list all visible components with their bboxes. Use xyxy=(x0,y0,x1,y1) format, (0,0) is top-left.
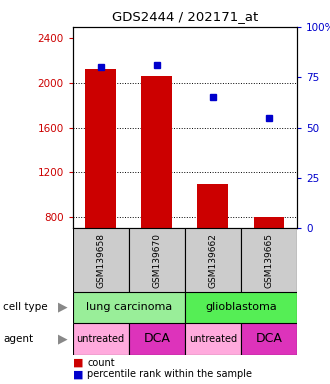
Bar xyxy=(141,76,172,228)
Bar xyxy=(241,323,297,355)
Bar xyxy=(253,217,284,228)
Text: GDS2444 / 202171_at: GDS2444 / 202171_at xyxy=(112,10,258,23)
Text: percentile rank within the sample: percentile rank within the sample xyxy=(87,369,252,379)
Text: GSM139665: GSM139665 xyxy=(264,233,274,288)
Bar xyxy=(73,228,129,292)
Bar xyxy=(241,228,297,292)
Text: count: count xyxy=(87,358,115,368)
Text: ■: ■ xyxy=(73,369,83,379)
Bar xyxy=(185,323,241,355)
Text: DCA: DCA xyxy=(143,333,170,345)
Bar xyxy=(129,228,185,292)
Bar xyxy=(197,184,228,228)
Bar xyxy=(73,292,185,323)
Text: GSM139658: GSM139658 xyxy=(96,233,105,288)
Text: GSM139670: GSM139670 xyxy=(152,233,161,288)
Text: ▶: ▶ xyxy=(58,301,68,314)
Text: GSM139662: GSM139662 xyxy=(208,233,217,288)
Text: untreated: untreated xyxy=(77,334,125,344)
Text: glioblastoma: glioblastoma xyxy=(205,302,277,312)
Text: untreated: untreated xyxy=(189,334,237,344)
Text: ■: ■ xyxy=(73,358,83,368)
Text: cell type: cell type xyxy=(3,302,48,312)
Bar xyxy=(85,70,116,228)
Bar xyxy=(185,228,241,292)
Text: DCA: DCA xyxy=(255,333,282,345)
Text: lung carcinoma: lung carcinoma xyxy=(85,302,172,312)
Bar xyxy=(73,323,129,355)
Text: ▶: ▶ xyxy=(58,333,68,345)
Bar xyxy=(129,323,185,355)
Bar xyxy=(185,292,297,323)
Text: agent: agent xyxy=(3,334,33,344)
